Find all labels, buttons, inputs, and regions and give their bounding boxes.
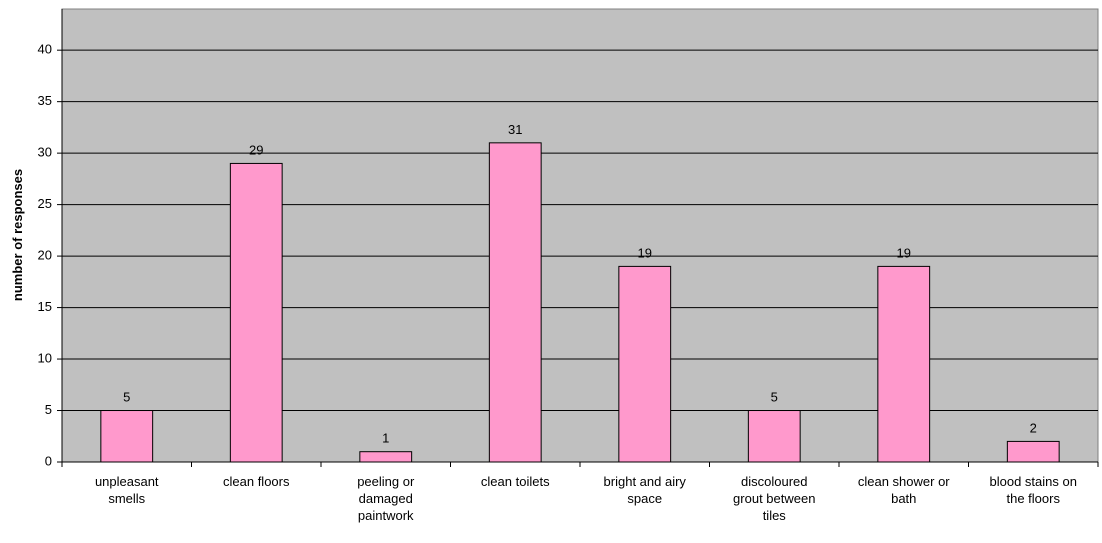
data-label: 2 (1030, 420, 1037, 435)
bar (877, 265, 931, 463)
bar (747, 410, 801, 463)
x-tick-label: bright and airy space (604, 474, 687, 506)
y-tick-label: 15 (38, 299, 52, 314)
data-label: 1 (382, 431, 389, 446)
x-tick-label: unpleasant smells (95, 474, 159, 506)
x-tick-label: blood stains on the floors (990, 474, 1077, 506)
bar (100, 410, 154, 463)
x-tick-label: clean shower or bath (858, 474, 950, 506)
data-label: 19 (638, 245, 652, 260)
bar (618, 265, 672, 463)
y-tick-label: 10 (38, 350, 52, 365)
bar (488, 142, 542, 463)
x-tick-label: peeling or damaged paintwork (357, 474, 415, 523)
y-tick-label: 40 (38, 42, 52, 57)
x-tick-label: discoloured grout between tiles (733, 474, 815, 523)
x-tick-label: clean floors (223, 474, 290, 489)
data-label: 19 (897, 245, 911, 260)
data-label: 5 (771, 390, 778, 405)
y-tick-label: 30 (38, 145, 52, 160)
bar (1006, 440, 1060, 463)
y-tick-label: 25 (38, 196, 52, 211)
y-tick-label: 20 (38, 248, 52, 263)
data-label: 29 (249, 142, 263, 157)
x-tick-label: clean toilets (481, 474, 550, 489)
data-label: 5 (123, 390, 130, 405)
bar (229, 162, 283, 463)
y-tick-label: 0 (45, 453, 52, 468)
y-tick-label: 5 (45, 402, 52, 417)
plot-area (61, 8, 1099, 463)
data-label: 31 (508, 122, 522, 137)
y-tick-label: 35 (38, 93, 52, 108)
bar (359, 451, 413, 463)
y-axis-label: number of responses (10, 169, 25, 301)
